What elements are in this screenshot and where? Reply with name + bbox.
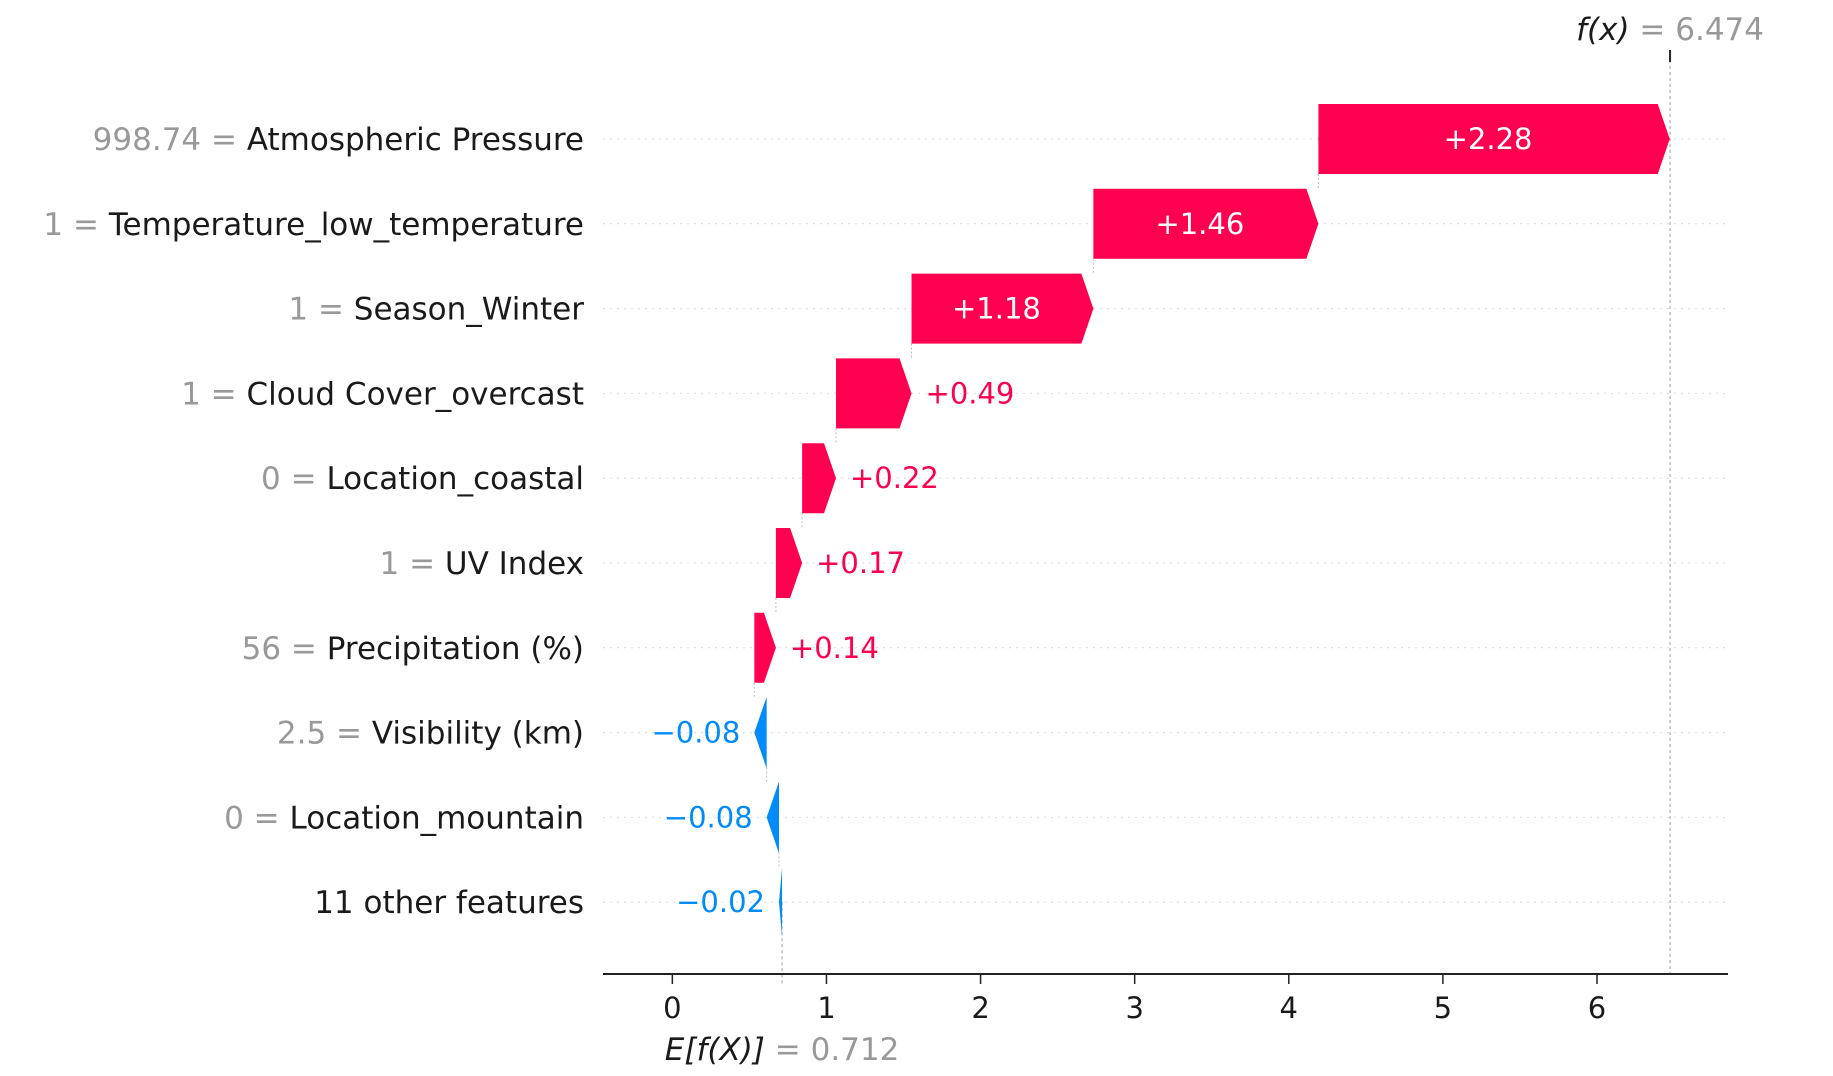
bar-value-label: +0.22 (850, 461, 939, 495)
bar-value-label: +0.14 (790, 631, 879, 665)
feature-label: 11 other features (314, 885, 584, 921)
feature-label: 1 = Temperature_low_temperature (43, 207, 584, 243)
feature-label: 1 = Season_Winter (288, 292, 584, 328)
feature-value: 56 (242, 631, 281, 667)
x-tick-label: 5 (1434, 991, 1452, 1025)
waterfall-bar (778, 867, 783, 938)
bar-value-label: +0.17 (816, 546, 905, 580)
bar-value-label: −0.08 (651, 716, 740, 750)
feature-value: 998.74 (93, 122, 201, 158)
feature-label: 56 = Precipitation (%) (242, 631, 584, 667)
output-value: 6.474 (1675, 12, 1764, 48)
feature-name: Precipitation (%) (327, 631, 584, 667)
feature-name: Location_coastal (326, 461, 584, 497)
bar-value-label: −0.02 (676, 885, 765, 919)
x-tick-label: 1 (817, 991, 835, 1025)
waterfall-bar (754, 612, 776, 683)
bar-value-label: +2.28 (1444, 122, 1533, 156)
feature-label: 0 = Location_coastal (261, 461, 584, 497)
feature-name: Location_mountain (290, 800, 585, 836)
feature-value: 1 (43, 207, 63, 243)
feature-value: 1 (288, 292, 308, 328)
waterfall-bar (754, 697, 767, 768)
feature-name: Visibility (km) (372, 716, 584, 752)
x-tick-label: 4 (1280, 991, 1298, 1025)
base-value-annotation: E[f(X)] = 0.712 (665, 1032, 900, 1068)
feature-name: Temperature_low_temperature (108, 207, 584, 243)
waterfall-bar (766, 782, 779, 853)
feature-value: 1 (181, 376, 201, 412)
x-tick-label: 0 (663, 991, 681, 1025)
bar-value-label: +1.46 (1155, 207, 1244, 241)
feature-value: 0 (261, 461, 281, 497)
feature-value: 0 (224, 800, 244, 836)
x-tick-label: 6 (1588, 991, 1606, 1025)
waterfall-bar (1093, 188, 1319, 259)
feature-label: 1 = Cloud Cover_overcast (181, 376, 584, 412)
feature-name: Cloud Cover_overcast (247, 376, 584, 412)
base-label: E[f(X)] (665, 1032, 765, 1068)
feature-label: 0 = Location_mountain (224, 800, 584, 836)
labels-layer: +2.28 998.74 = Atmospheric Pressure +1.46 1… (43, 122, 1532, 921)
base-value: 0.712 (811, 1032, 900, 1068)
bar-value-label: −0.08 (664, 800, 753, 834)
waterfall-bar (911, 273, 1094, 344)
x-tick-label: 2 (971, 991, 989, 1025)
x-tick-label: 3 (1125, 991, 1143, 1025)
waterfall-bar (775, 528, 803, 598)
feature-value: 2.5 (277, 716, 326, 752)
feature-name: 11 other features (314, 885, 584, 921)
feature-label: 1 = UV Index (379, 546, 584, 582)
waterfall-bar (836, 358, 912, 429)
output-label: f(x) (1576, 12, 1629, 48)
feature-label: 998.74 = Atmospheric Pressure (93, 122, 584, 158)
bar-value-label: +0.49 (926, 376, 1015, 410)
annotations-layer: f(x) = 6.474 E[f(X)] = 0.712 (665, 12, 1764, 1068)
feature-value: 1 (379, 546, 399, 582)
bars-layer (754, 104, 1670, 938)
connector-lines-layer (753, 174, 1319, 868)
waterfall-bar (802, 443, 837, 514)
x-axis: 0 1 2 3 4 5 6 (603, 973, 1728, 1025)
output-value-annotation: f(x) = 6.474 (1576, 12, 1764, 48)
feature-name: Season_Winter (354, 292, 584, 328)
waterfall-bar (1318, 104, 1670, 174)
feature-name: Atmospheric Pressure (247, 122, 584, 158)
feature-label: 2.5 = Visibility (km) (277, 716, 584, 752)
bar-value-label: +1.18 (952, 292, 1041, 326)
feature-name: UV Index (445, 546, 584, 582)
